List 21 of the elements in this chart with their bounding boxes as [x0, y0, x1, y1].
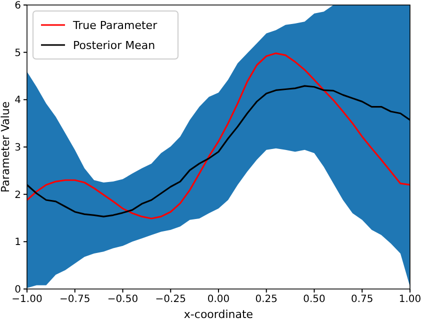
y-tick-label: 6 [14, 0, 21, 12]
x-tick-label: 1.00 [398, 294, 422, 305]
x-tick-label: −0.50 [107, 294, 138, 305]
x-tick-label: −0.25 [155, 294, 186, 305]
y-tick-label: 1 [14, 237, 21, 248]
y-tick-label: 2 [14, 190, 21, 201]
y-tick-label: 3 [14, 142, 21, 154]
legend-label: Posterior Mean [73, 38, 156, 52]
x-tick-label: −0.75 [60, 294, 90, 305]
x-axis-title: x-coordinate [184, 308, 254, 321]
legend-label: True Parameter [72, 18, 158, 32]
y-tick-label: 4 [14, 95, 21, 106]
x-tick-label: 0.00 [207, 294, 230, 305]
y-tick-label: 5 [14, 48, 21, 59]
line-series [27, 52, 410, 220]
x-tick-label: −1.00 [12, 294, 42, 305]
x-tick-label: 0.25 [255, 294, 278, 305]
x-tick-label: 0.50 [303, 294, 326, 305]
x-tick-label: 0.75 [350, 294, 374, 305]
y-tick-label: 0 [14, 284, 21, 296]
y-axis-title: Parameter Value [0, 101, 12, 192]
